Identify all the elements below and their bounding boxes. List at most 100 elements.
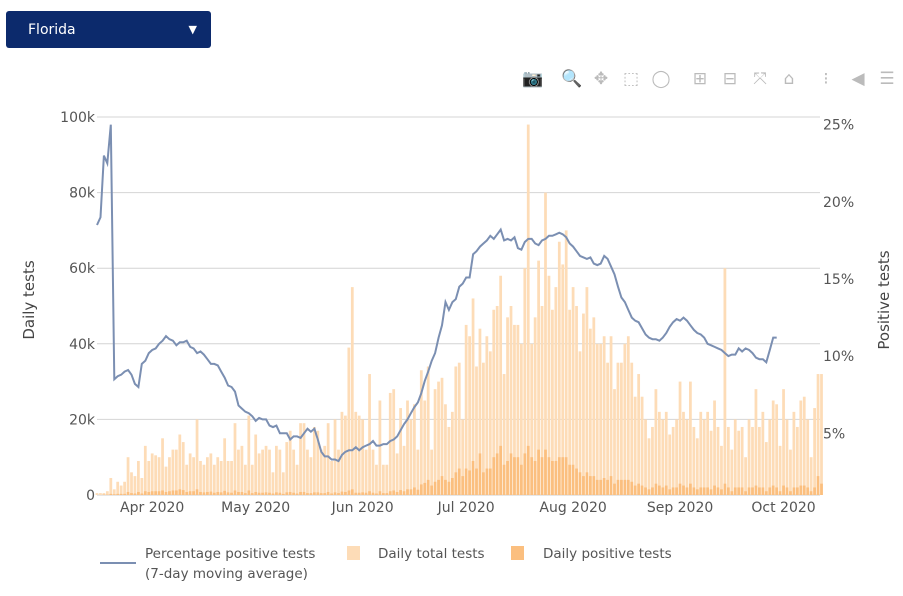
- bar-total-tests: [592, 317, 596, 495]
- bar-total-tests: [312, 426, 316, 495]
- bar-positive-tests: [568, 464, 572, 495]
- bar-total-tests: [564, 230, 568, 495]
- bar-total-tests: [364, 449, 368, 495]
- bar-positive-tests: [509, 453, 513, 495]
- y-tick-label: 40k: [69, 337, 96, 353]
- bar-positive-tests: [112, 494, 116, 495]
- bar-total-tests: [726, 426, 730, 495]
- bar-positive-tests: [778, 491, 782, 495]
- bar-total-tests: [216, 457, 220, 495]
- state-dropdown[interactable]: Florida ▼: [6, 11, 211, 48]
- legend-label-sub: (7-day moving average): [145, 566, 308, 582]
- reset-axes-home-icon[interactable]: ⌂: [783, 69, 795, 89]
- bar-total-tests: [492, 309, 496, 495]
- autoscale-icon[interactable]: ⤧: [753, 69, 767, 89]
- bar-positive-tests: [285, 492, 289, 495]
- bar-total-tests: [609, 336, 613, 495]
- bar-total-tests: [306, 449, 309, 495]
- bar-total-tests: [751, 426, 754, 495]
- bar-total-tests: [533, 317, 537, 495]
- bar-positive-tests: [758, 487, 761, 495]
- bar-positive-tests: [371, 492, 375, 495]
- zoom-in-icon[interactable]: ⊞: [692, 69, 708, 89]
- bar-total-tests: [720, 445, 723, 495]
- bar-positive-tests: [761, 487, 765, 495]
- bar-total-tests: [302, 423, 306, 495]
- bar-total-tests: [243, 464, 247, 495]
- bar-positive-tests: [692, 487, 696, 495]
- bar-total-tests: [571, 287, 575, 495]
- bar-total-tests: [685, 419, 689, 495]
- bar-total-tests: [519, 343, 523, 495]
- bar-total-tests: [209, 453, 213, 495]
- bar-positive-tests: [206, 491, 209, 495]
- bar-positive-tests: [651, 487, 654, 495]
- bar-positive-tests: [368, 491, 371, 495]
- bar-total-tests: [440, 377, 444, 495]
- bar-total-tests: [744, 457, 747, 495]
- bar-total-tests: [195, 419, 199, 495]
- bar-positive-tests: [295, 493, 299, 495]
- bar-positive-tests: [209, 491, 213, 495]
- bar-total-tests: [754, 389, 758, 495]
- bar-total-tests: [388, 392, 392, 495]
- bar-positive-tests: [561, 457, 565, 495]
- bar-positive-tests: [254, 491, 258, 495]
- box-select-icon[interactable]: ⬚: [622, 69, 640, 89]
- bar-positive-tests: [185, 491, 189, 495]
- bar-total-tests: [768, 419, 772, 495]
- bar-total-tests: [116, 481, 120, 495]
- bar-total-tests: [461, 419, 465, 495]
- spike-lines-icon[interactable]: ⁝: [823, 69, 829, 89]
- bar-total-tests: [237, 449, 240, 495]
- legend-item-total[interactable]: Daily total tests: [347, 546, 485, 562]
- bar-positive-tests: [475, 468, 478, 495]
- bar-positive-tests: [657, 485, 661, 495]
- bar-positive-tests: [647, 489, 651, 495]
- bar-total-tests: [230, 460, 233, 495]
- bar-total-tests: [547, 275, 551, 495]
- bar-total-tests: [250, 464, 254, 495]
- bar-positive-tests: [292, 492, 296, 495]
- bar-positive-tests: [174, 490, 178, 495]
- zoom-icon[interactable]: 🔍: [561, 69, 583, 89]
- bar-total-tests: [185, 464, 189, 495]
- bar-total-tests: [319, 449, 323, 495]
- bar-total-tests: [399, 408, 402, 495]
- bar-positive-tests: [464, 468, 468, 495]
- bar-positive-tests: [540, 457, 544, 495]
- bar-positive-tests: [126, 491, 130, 495]
- bar-total-tests: [537, 260, 540, 495]
- lasso-select-icon[interactable]: ◯: [651, 69, 671, 89]
- bar-positive-tests: [502, 464, 506, 495]
- bar-positive-tests: [192, 491, 195, 495]
- camera-icon[interactable]: 📷: [522, 69, 544, 89]
- bar-positive-tests: [547, 457, 551, 495]
- bar-positive-tests: [820, 483, 823, 495]
- legend-item-percentage[interactable]: Percentage positive tests (7-day moving a…: [100, 544, 315, 584]
- bar-total-tests: [406, 400, 409, 495]
- bar-total-tests: [475, 366, 478, 495]
- bar-total-tests: [278, 449, 282, 495]
- y-tick-label: 0: [86, 488, 95, 504]
- bar-positive-tests: [809, 491, 813, 495]
- bar-positive-tests: [551, 460, 554, 495]
- bar-positive-tests: [333, 492, 337, 495]
- hover-compare-icon[interactable]: ☰: [879, 69, 895, 89]
- hover-closest-icon[interactable]: ◀: [851, 69, 865, 89]
- bar-positive-tests: [637, 483, 641, 495]
- bar-positive-tests: [199, 491, 202, 495]
- zoom-out-icon[interactable]: ⊟: [722, 69, 738, 89]
- bar-positive-tests: [523, 453, 527, 495]
- bar-positive-tests: [668, 489, 672, 495]
- y2-tick-label: 10%: [823, 349, 854, 365]
- bar-total-tests: [437, 381, 440, 495]
- bar-positive-tests: [261, 492, 264, 495]
- bar-positive-tests: [730, 491, 734, 495]
- bar-positive-tests: [564, 457, 568, 495]
- pan-icon[interactable]: ✥: [593, 69, 609, 89]
- bar-total-tests: [330, 460, 333, 495]
- bar-total-tests: [119, 485, 123, 495]
- legend-item-positive[interactable]: Daily positive tests: [511, 546, 672, 562]
- bar-positive-tests: [195, 489, 199, 495]
